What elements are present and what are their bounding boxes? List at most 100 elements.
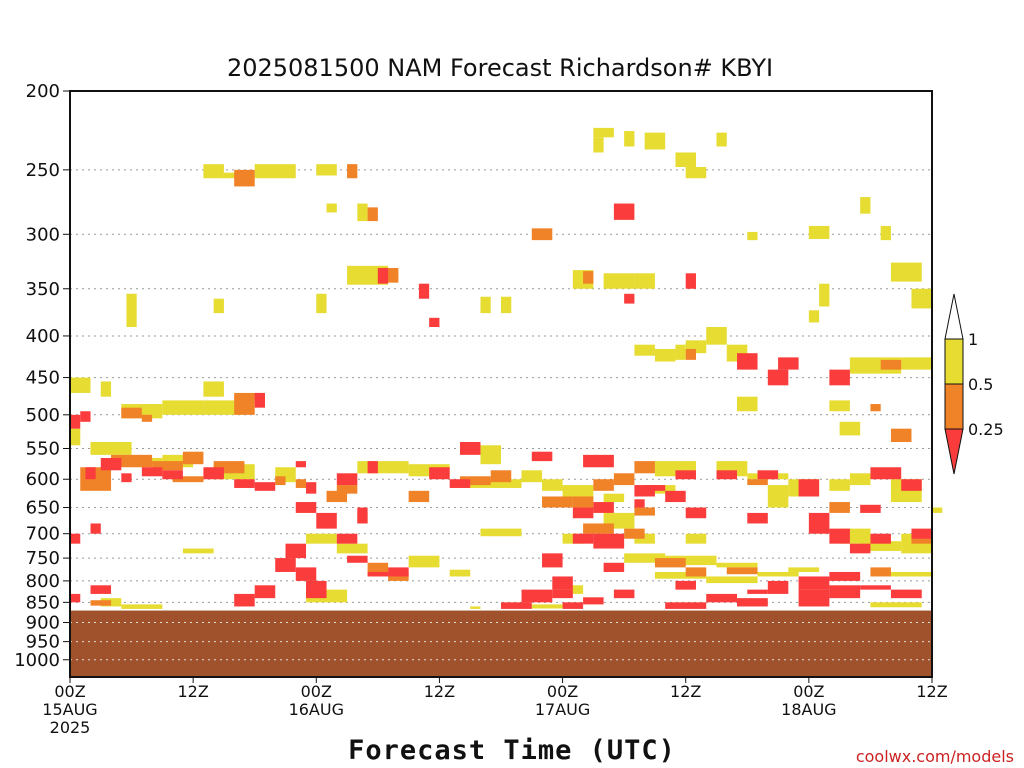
y-tick-label: 650 — [26, 498, 60, 519]
ri-cell — [70, 428, 81, 446]
ri-cell — [70, 414, 81, 429]
ri-cell — [726, 567, 758, 575]
ri-cell — [234, 479, 255, 488]
ri-cell — [716, 562, 758, 568]
ri-cell — [126, 293, 137, 328]
ri-cell — [798, 576, 830, 590]
ri-cell — [613, 203, 635, 220]
x-tick-label: 15AUG — [42, 700, 97, 719]
ri-cell — [408, 555, 440, 568]
ri-cell — [121, 407, 142, 419]
x-tick-label: 12Z — [424, 682, 455, 701]
ri-cell — [418, 283, 430, 299]
ri-cell — [121, 604, 163, 609]
ri-cell — [326, 203, 337, 213]
y-tick-label: 400 — [26, 326, 60, 347]
ri-cell — [665, 490, 686, 503]
credit-link[interactable]: coolwx.com/models — [856, 747, 1014, 766]
ri-cell — [778, 357, 799, 370]
ri-cell — [593, 137, 604, 153]
plot-frame — [69, 90, 933, 678]
ri-cell — [767, 485, 789, 508]
y-tick-label: 550 — [26, 438, 60, 459]
ri-cell — [757, 470, 779, 480]
y-tick-label: 350 — [26, 279, 60, 300]
colorbar-label: 1 — [968, 330, 978, 349]
y-tick-label: 600 — [26, 469, 60, 490]
ri-cell — [901, 357, 932, 370]
ri-cell — [808, 310, 820, 323]
colorbar-bin — [944, 338, 964, 385]
ri-cell — [367, 571, 389, 577]
ri-cell — [162, 400, 204, 415]
ri-cell — [152, 461, 183, 471]
ri-cell — [234, 396, 255, 415]
ri-cell — [665, 555, 717, 566]
ri-cell — [336, 473, 358, 486]
ri-cell — [613, 589, 635, 599]
x-tick-label: 17AUG — [535, 700, 590, 719]
ri-cell — [70, 377, 91, 393]
ri-cell — [870, 533, 891, 544]
y-tick-label: 900 — [26, 613, 60, 634]
colorbar-bottom-arrow — [944, 428, 964, 475]
ri-cell — [234, 169, 255, 187]
ri-cell — [172, 476, 204, 483]
ri-cell — [552, 576, 573, 590]
ri-cell — [542, 553, 563, 568]
ri-cell — [890, 428, 912, 443]
x-tick-label: 00Z — [54, 682, 85, 701]
ri-cell — [203, 381, 224, 397]
ri-cell — [624, 528, 645, 539]
x-axis-title: Forecast Time (UTC) — [348, 735, 676, 766]
x-tick-label: 12Z — [670, 682, 701, 701]
ri-cell — [70, 533, 81, 544]
ri-cell — [80, 411, 91, 422]
colorbar-label: 0.5 — [968, 375, 993, 394]
ri-cell — [654, 571, 707, 579]
ri-cell — [829, 528, 850, 544]
ri-cell — [624, 293, 635, 304]
ri-cell — [808, 512, 830, 534]
ri-cell — [654, 558, 686, 568]
ri-cell — [234, 593, 255, 607]
ri-cell — [377, 267, 389, 284]
ri-cell — [593, 127, 614, 138]
y-tick-label: 450 — [26, 368, 60, 389]
ri-cell — [449, 479, 471, 488]
ri-cell — [531, 604, 563, 609]
ri-cell — [572, 507, 594, 519]
ri-cell — [203, 164, 224, 179]
ri-cell — [542, 496, 573, 508]
ri-cell — [583, 454, 614, 468]
ri-cell — [685, 167, 707, 179]
ri-cell — [316, 293, 327, 314]
ri-cell — [85, 467, 96, 480]
ri-cell — [829, 400, 850, 412]
ri-cell — [767, 580, 789, 594]
ri-cell — [100, 457, 122, 471]
ri-cell — [357, 507, 368, 524]
ri-cell — [388, 567, 409, 577]
ri-cell — [141, 467, 163, 477]
ri-cell — [572, 533, 594, 544]
ri-cell — [911, 528, 932, 539]
x-tick-label: 00Z — [547, 682, 578, 701]
ri-cell — [367, 207, 378, 222]
y-tick-label: 200 — [26, 81, 60, 102]
ri-cell — [675, 152, 696, 168]
ri-cell — [347, 555, 368, 563]
x-tick-label: 16AUG — [289, 700, 344, 719]
ri-cell — [675, 580, 696, 590]
ri-cell — [849, 543, 871, 554]
ri-cell — [757, 571, 799, 577]
ri-cell — [121, 473, 132, 483]
ri-cell — [90, 585, 112, 594]
ri-cell — [685, 348, 696, 360]
ri-cell — [603, 273, 635, 289]
ri-cell — [706, 593, 738, 603]
ri-cell — [501, 296, 512, 314]
ri-cell — [408, 490, 430, 503]
colorbar-bin — [944, 383, 964, 430]
ri-cell — [306, 533, 337, 544]
